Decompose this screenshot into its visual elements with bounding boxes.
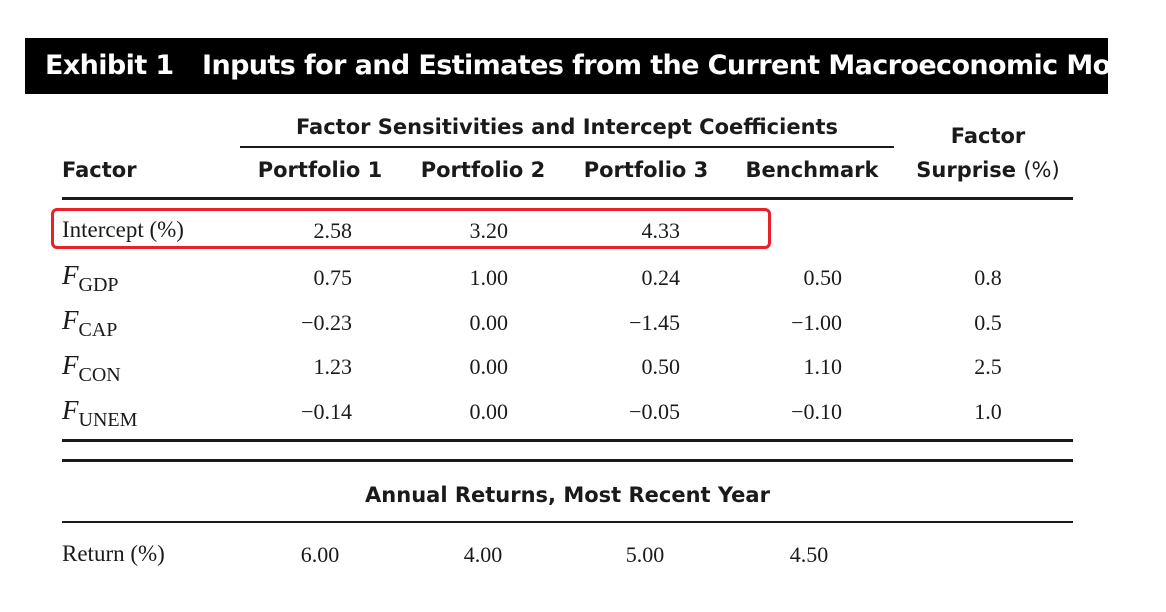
value-cell: 3.20 bbox=[469, 218, 509, 243]
value-cell: −0.10 bbox=[791, 399, 842, 424]
group-header: Factor Sensitivities and Intercept Coeff… bbox=[295, 115, 839, 139]
factor-symbol: F bbox=[62, 305, 79, 335]
column-header-portfolio-1: Portfolio 1 bbox=[257, 158, 383, 182]
value-cell: −1.45 bbox=[629, 310, 680, 335]
returns-heading: Annual Returns, Most Recent Year bbox=[365, 483, 770, 507]
table-bottom-rule bbox=[62, 439, 1073, 442]
row-label-f-unem: FUNEM bbox=[62, 395, 138, 431]
group-header-rule bbox=[240, 146, 894, 148]
header-bottom-rule bbox=[62, 197, 1073, 200]
surprise-header-line2: Surprise (%) bbox=[903, 157, 1073, 183]
factor-subscript: GDP bbox=[78, 274, 119, 296]
surprise-cell: 0.5 bbox=[974, 310, 1002, 335]
value-cell: 0.00 bbox=[469, 399, 509, 424]
surprise-header-line1: Factor bbox=[950, 124, 1026, 148]
value-cell: 0.50 bbox=[641, 354, 681, 379]
value-cell: 0.00 bbox=[469, 354, 509, 379]
intercept-row-highlight bbox=[51, 208, 771, 249]
value-cell: 1.23 bbox=[313, 354, 353, 379]
surprise-header-unit: (%) bbox=[1023, 158, 1060, 182]
factor-header: Factor bbox=[62, 158, 137, 182]
factor-subscript: UNEM bbox=[78, 409, 138, 431]
factor-symbol: F bbox=[62, 395, 79, 425]
factor-subscript: CON bbox=[78, 364, 121, 386]
return-cell: 5.00 bbox=[625, 542, 665, 567]
row-label-f-gdp: FGDP bbox=[62, 260, 119, 296]
value-cell: 0.50 bbox=[803, 265, 843, 290]
column-header-portfolio-2: Portfolio 2 bbox=[420, 158, 546, 182]
surprise-cell: 1.0 bbox=[974, 399, 1002, 424]
surprise-cell: 0.8 bbox=[974, 265, 1002, 290]
value-cell: −0.23 bbox=[301, 310, 352, 335]
value-cell: 2.58 bbox=[313, 218, 353, 243]
value-cell: 1.10 bbox=[803, 354, 843, 379]
value-cell: 0.75 bbox=[313, 265, 353, 290]
return-cell: 4.00 bbox=[463, 542, 503, 567]
exhibit-number: Exhibit 1 bbox=[45, 50, 174, 81]
value-cell: −0.05 bbox=[629, 399, 680, 424]
returns-top-rule bbox=[62, 459, 1073, 462]
value-cell: 0.24 bbox=[641, 265, 681, 290]
row-label-intercept: Intercept (%) bbox=[62, 217, 184, 242]
factor-subscript: CAP bbox=[78, 319, 118, 341]
value-cell: 0.00 bbox=[469, 310, 509, 335]
factor-symbol: F bbox=[62, 260, 79, 290]
value-cell: −1.00 bbox=[791, 310, 842, 335]
column-header-benchmark: Benchmark bbox=[745, 158, 879, 182]
return-cell: 4.50 bbox=[789, 542, 829, 567]
returns-heading-rule bbox=[62, 521, 1073, 523]
exhibit-title-banner: Exhibit 1 Inputs for and Estimates from … bbox=[25, 38, 1108, 94]
value-cell: 1.00 bbox=[469, 265, 509, 290]
row-label-f-cap: FCAP bbox=[62, 305, 118, 341]
value-cell: −0.14 bbox=[301, 399, 352, 424]
value-cell: 4.33 bbox=[641, 218, 681, 243]
column-header-portfolio-3: Portfolio 3 bbox=[583, 158, 709, 182]
return-cell: 6.00 bbox=[300, 542, 340, 567]
surprise-header-word: Surprise bbox=[916, 158, 1017, 182]
row-label-return: Return (%) bbox=[62, 541, 165, 566]
surprise-cell: 2.5 bbox=[974, 354, 1002, 379]
row-label-f-con: FCON bbox=[62, 350, 121, 386]
factor-symbol: F bbox=[62, 350, 79, 380]
exhibit-title: Inputs for and Estimates from the Curren… bbox=[202, 50, 1108, 81]
